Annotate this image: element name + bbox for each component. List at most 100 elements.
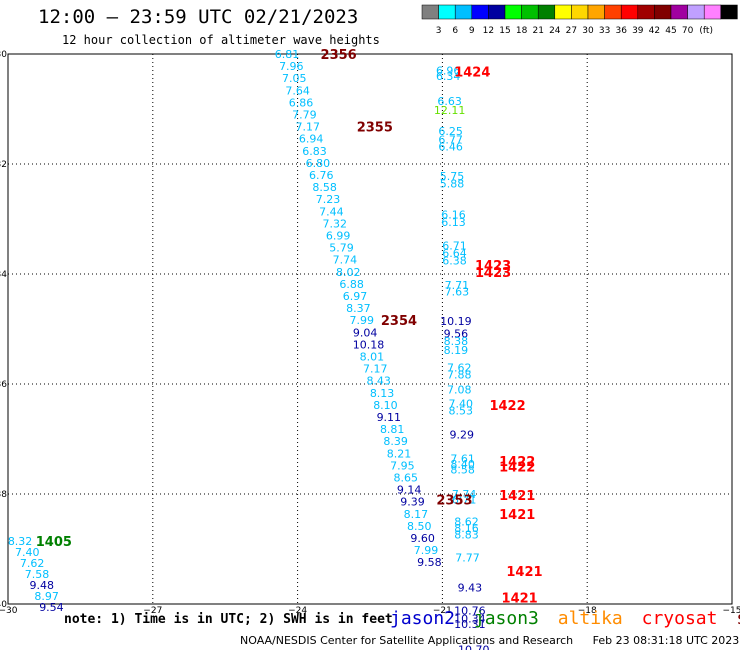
- pass-time-label: 1422: [499, 461, 535, 476]
- wave-height-point: 6.77: [438, 133, 463, 146]
- pass-time-label: 1421: [506, 565, 542, 580]
- wave-height-point: 8.16: [454, 522, 479, 535]
- wave-height-point: 5.88: [440, 177, 465, 190]
- pass-time-label: 2353: [436, 494, 472, 509]
- wave-height-point: 7.63: [445, 286, 470, 299]
- wave-height-point: 10.18: [353, 338, 385, 351]
- note-text: note: 1) Time is in UTC; 2) SWH is in fe…: [64, 612, 393, 627]
- wave-height-point: 6.96: [436, 65, 461, 78]
- pass-time-label: 2356: [321, 48, 357, 63]
- y-tick-label: −34: [0, 270, 7, 280]
- wave-height-point: 6.63: [437, 95, 462, 108]
- pass-time-label: 1422: [499, 455, 535, 470]
- y-tick-label: −32: [0, 160, 7, 170]
- wave-height-point: 5.75: [440, 170, 465, 183]
- wave-height-point: 10.76: [454, 605, 486, 618]
- wave-height-point: 5.79: [329, 242, 354, 255]
- wave-height-point: 7.08: [447, 384, 472, 397]
- wave-height-point: 8.53: [448, 404, 473, 417]
- color-scale-bar: 3 6 9 12 15 18 21 24 27 30 33 36 39 42 45 70 (ft): [421, 4, 738, 36]
- wave-height-point: 6.38: [442, 254, 467, 267]
- wave-height-point: 10.19: [440, 315, 472, 328]
- wave-height-point: 8.01: [360, 351, 385, 364]
- wave-height-point: 7.05: [282, 72, 307, 85]
- colorbar-label: 33: [599, 26, 610, 36]
- colorbar-label: 12: [483, 26, 494, 36]
- wave-height-point: 7.17: [295, 121, 320, 134]
- wave-height-point: 6.88: [339, 278, 364, 291]
- wave-height-point: 6.64: [442, 247, 467, 260]
- wave-height-point: 8.37: [346, 302, 371, 315]
- wave-height-point: 7.77: [455, 551, 480, 564]
- wave-height-point: 8.32: [8, 535, 33, 548]
- chart-subtitle: 12 hour collection of altimeter wave hei…: [62, 33, 380, 47]
- wave-height-point: 8.65: [393, 472, 418, 485]
- wave-height-point: 6.99: [326, 230, 351, 243]
- wave-height-point: 7.62: [20, 557, 45, 570]
- wave-height-point: 7.96: [279, 60, 304, 73]
- wave-height-point: 9.48: [30, 579, 55, 592]
- wave-height-point: 9.11: [377, 411, 402, 424]
- legend-cryosat: cryosat: [641, 608, 718, 629]
- pass-time-label: 2354: [381, 314, 417, 329]
- wave-height-point: 8.81: [380, 423, 405, 436]
- pass-time-label: 1424: [454, 66, 490, 81]
- wave-height-point: 8.43: [366, 375, 391, 388]
- legend-s3a: s3a: [736, 608, 740, 629]
- wave-height-point: 12.11: [434, 104, 466, 117]
- colorbar-label: 39: [632, 26, 644, 36]
- wave-height-point: 8.21: [387, 447, 412, 460]
- wave-height-point: 9.43: [458, 582, 483, 595]
- wave-height-point: 7.95: [390, 459, 415, 472]
- wave-height-point: 6.97: [343, 290, 368, 303]
- footer: NOAA/NESDIS Center for Satellite Applica…: [240, 634, 740, 647]
- wave-height-point: 6.94: [299, 133, 324, 146]
- wave-height-point: 9.29: [449, 429, 474, 442]
- pass-time-label: 2355: [357, 121, 393, 136]
- satellite-legend: jason2 jason3 altika cryosat s3a: [390, 608, 740, 629]
- y-tick-label: −38: [0, 490, 7, 500]
- wave-height-point: 7.61: [450, 452, 475, 465]
- pass-time-label: 1423: [475, 259, 511, 274]
- colorbar-label: (ft): [699, 26, 713, 36]
- colorbar-label: 9: [469, 26, 475, 36]
- wave-height-point: 9.60: [410, 532, 435, 545]
- wave-height-point: 8.62: [454, 516, 479, 529]
- wave-height-point: 7.32: [323, 217, 348, 230]
- colorbar-label: 45: [665, 26, 676, 36]
- wave-height-point: 8.19: [444, 344, 469, 357]
- wave-height-point: 7.62: [447, 362, 472, 375]
- colorbar-label: 15: [499, 26, 510, 36]
- wave-height-point: 6.81: [275, 48, 300, 61]
- colorbar-swatch: [720, 4, 738, 20]
- wave-height-point: 7.99: [350, 314, 375, 327]
- wave-height-point: 7.88: [447, 369, 472, 382]
- wave-height-point: 8.58: [450, 463, 475, 476]
- colorbar-label: 18: [516, 26, 528, 36]
- plot-frame: [7, 53, 733, 605]
- wave-height-point: 8.97: [34, 590, 59, 603]
- chart-title: 12:00 – 23:59 UTC 02/21/2023: [38, 6, 359, 28]
- wave-height-point: 9.58: [417, 556, 442, 569]
- wave-height-point: 6.71: [442, 239, 467, 252]
- wave-height-point: 6.25: [438, 125, 463, 138]
- pass-time-label: 1421: [502, 591, 538, 606]
- wave-height-point: 7.44: [319, 205, 344, 218]
- wave-height-point: 8.38: [444, 335, 469, 348]
- colorbar-label: 3: [436, 26, 442, 36]
- x-tick-label: −27: [143, 606, 162, 616]
- wave-height-point: 7.74: [452, 488, 477, 501]
- wave-height-point: 7.40: [448, 397, 473, 410]
- colorbar-label: 24: [549, 26, 561, 36]
- wave-height-point: 7.79: [292, 109, 317, 122]
- legend-jason3: jason3: [473, 608, 539, 629]
- wave-height-point: 6.76: [309, 169, 334, 182]
- y-tick-label: −36: [0, 380, 7, 390]
- footer-timestamp: Feb 23 08:31:18 UTC 2023: [592, 634, 740, 647]
- legend-altika: altika: [557, 608, 623, 629]
- pass-time-label: 1405: [36, 535, 72, 550]
- y-tick-label: −40: [0, 600, 7, 610]
- wave-height-point: 10.70: [458, 644, 490, 650]
- wave-height-point: 10.31: [454, 618, 486, 631]
- colorbar-label: 30: [582, 26, 594, 36]
